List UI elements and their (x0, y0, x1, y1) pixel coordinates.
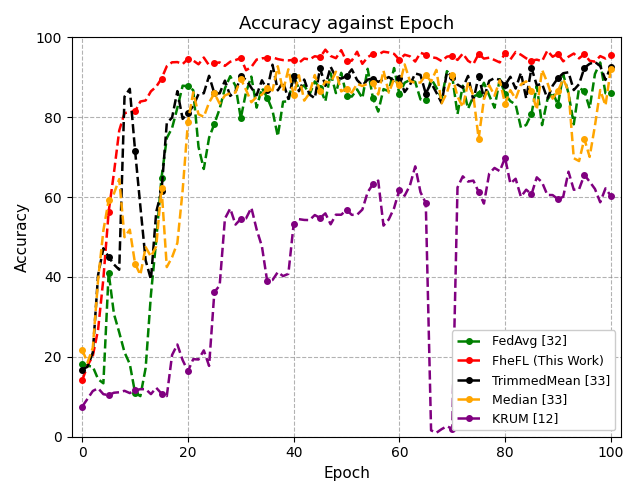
Y-axis label: Accuracy: Accuracy (15, 202, 30, 272)
FheFL (This Work) (115, 127, 123, 133)
FheFL (This Work) (607, 52, 614, 58)
TrimmedMean [33] (607, 63, 614, 69)
Median [33] (401, 62, 408, 67)
FedAvg [32] (454, 111, 461, 117)
FedAvg [32] (401, 80, 408, 86)
FedAvg [32] (216, 106, 223, 112)
FheFL (This Work) (321, 47, 329, 53)
TrimmedMean [33] (475, 73, 483, 79)
FheFL (This Work) (401, 52, 408, 58)
Line: Median [33]: Median [33] (79, 62, 614, 366)
FedAvg [32] (596, 60, 604, 65)
KRUM [12] (321, 210, 329, 216)
FheFL (This Work) (480, 56, 488, 62)
FheFL (This Work) (327, 53, 335, 59)
Line: KRUM [12]: KRUM [12] (79, 155, 614, 435)
Median [33] (121, 234, 129, 240)
FheFL (This Work) (454, 57, 461, 63)
TrimmedMean [33] (78, 367, 86, 372)
KRUM [12] (396, 187, 403, 193)
KRUM [12] (607, 193, 614, 199)
TrimmedMean [33] (449, 73, 456, 79)
Median [33] (485, 82, 493, 88)
FedAvg [32] (115, 329, 123, 335)
KRUM [12] (433, 430, 440, 436)
KRUM [12] (78, 404, 86, 410)
Title: Accuracy against Epoch: Accuracy against Epoch (239, 15, 454, 33)
TrimmedMean [33] (115, 267, 123, 273)
FheFL (This Work) (211, 61, 218, 66)
KRUM [12] (211, 289, 218, 295)
Line: TrimmedMean [33]: TrimmedMean [33] (79, 59, 614, 372)
FedAvg [32] (607, 90, 614, 96)
TrimmedMean [33] (211, 90, 218, 96)
FedAvg [32] (480, 80, 488, 86)
Legend: FedAvg [32], FheFL (This Work), TrimmedMean [33], Median [33], KRUM [12]: FedAvg [32], FheFL (This Work), TrimmedM… (452, 330, 615, 431)
Line: FheFL (This Work): FheFL (This Work) (79, 47, 614, 383)
TrimmedMean [33] (321, 83, 329, 89)
FedAvg [32] (78, 361, 86, 367)
FedAvg [32] (327, 70, 335, 76)
KRUM [12] (454, 185, 461, 190)
X-axis label: Epoch: Epoch (323, 466, 370, 481)
Median [33] (78, 347, 86, 353)
KRUM [12] (480, 200, 488, 206)
Median [33] (84, 360, 92, 366)
Median [33] (406, 78, 414, 84)
TrimmedMean [33] (396, 74, 403, 80)
KRUM [12] (501, 155, 509, 161)
Median [33] (459, 104, 467, 110)
Median [33] (327, 80, 335, 86)
Median [33] (607, 66, 614, 72)
FedAvg [32] (136, 393, 144, 399)
TrimmedMean [33] (591, 59, 599, 65)
Line: FedAvg [32]: FedAvg [32] (79, 60, 614, 399)
Median [33] (216, 101, 223, 107)
FheFL (This Work) (78, 377, 86, 383)
KRUM [12] (115, 389, 123, 395)
